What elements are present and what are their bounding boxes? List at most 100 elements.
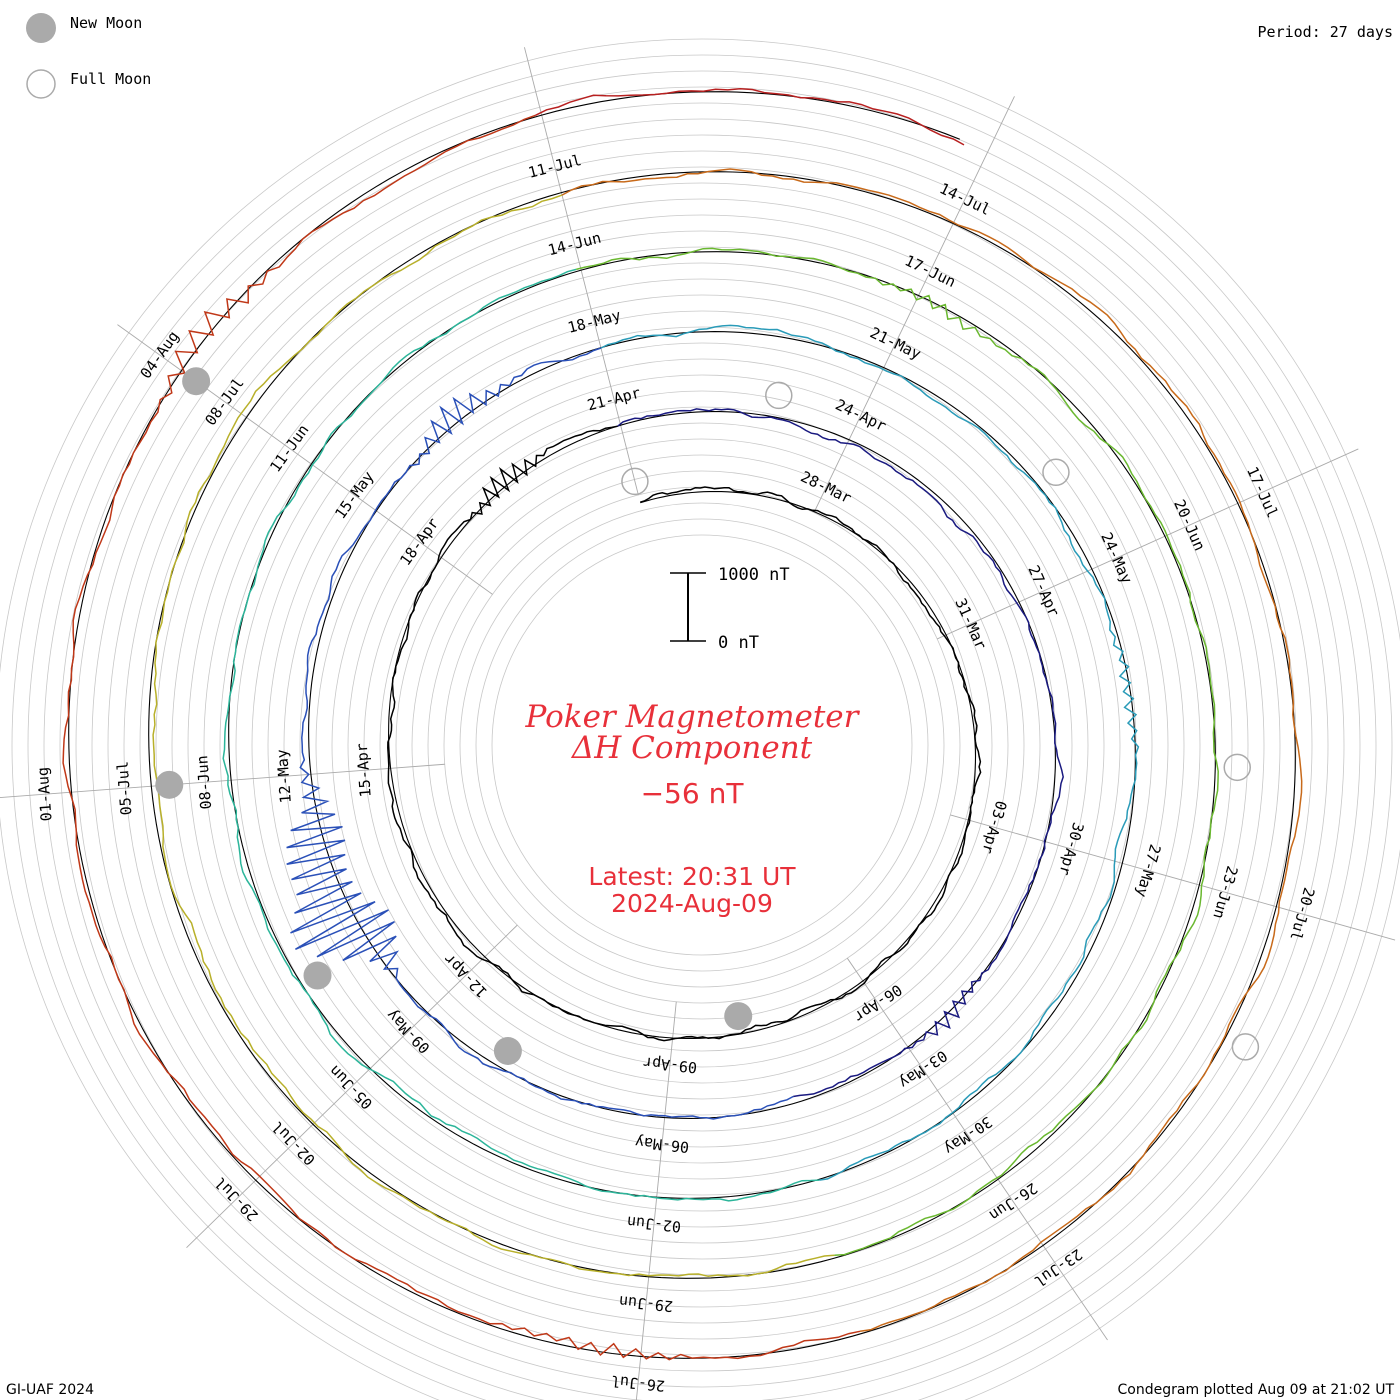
latest-time: Latest: 20:31 UT [588,862,796,891]
new-moon-marker [724,1002,753,1031]
new-moon-legend-icon [26,13,56,43]
date-label: 12-Apr [440,950,491,1001]
date-label: 30-May [941,1113,996,1158]
day-spoke [936,448,1359,640]
full-moon-marker [1223,753,1251,782]
full-moon-legend-label: Full Moon [70,70,151,88]
grid-ring [363,406,1041,1084]
grid-ring [0,38,1400,1400]
day-spoke [0,763,445,798]
date-label: 20-Jun [1170,497,1209,554]
trace-segment [600,324,1140,1181]
date-label: 20-Jul [1286,885,1318,942]
grid-ring [251,294,1153,1196]
day-spoke [523,47,639,496]
date-label: 11-Jul [526,151,583,182]
grid-ring [43,86,1361,1400]
grid-ring [411,454,993,1036]
baseline-spiral [68,91,1296,1359]
footer-credit: GI-UAF 2024 [6,1382,94,1398]
date-label: 23-Jul [1031,1245,1086,1290]
date-label: 03-Apr [978,799,1010,856]
date-label: 05-Jul [113,761,135,816]
grid-ring [475,518,929,972]
date-label: 09-Apr [642,1053,698,1076]
grid-ring [155,198,1249,1292]
grid-ring [203,246,1201,1244]
grid-ring [27,70,1377,1400]
new-moon-marker [155,770,184,799]
full-moon-marker [621,467,649,496]
date-label: 26-Jul [610,1372,666,1395]
grid-ring [283,326,1121,1164]
day-spoke [950,814,1396,941]
scale-bottom-label: 0 nT [718,633,759,653]
date-label: 21-May [867,323,924,363]
full-moon-marker [1042,458,1070,487]
trace-segment [561,168,1303,1333]
day-spoke [635,1001,677,1400]
date-label: 26-Jun [986,1179,1041,1224]
grid-ring [59,102,1345,1388]
moon-markers [155,367,1260,1065]
current-value: −56 nT [641,777,745,810]
day-spokes [0,47,1396,1400]
grid-ring [139,182,1265,1308]
date-label: 24-Apr [832,396,889,436]
grid-ring [379,422,1025,1068]
latest-date: 2024-Aug-09 [611,889,773,918]
trace-segment [617,408,1064,1098]
date-label: 29-Jun [618,1292,674,1315]
date-label: 21-Apr [585,384,642,415]
date-label: 01-Aug [34,766,56,821]
full-moon-legend-icon [26,69,56,99]
spiral-baseline [68,91,1296,1359]
grid-ring [75,118,1329,1372]
trace-segment [62,114,861,1361]
grid-ring [331,374,1073,1116]
new-moon-legend-label: New Moon [70,14,142,32]
trace-segment [387,425,777,1042]
date-label: 15-Apr [353,743,375,798]
date-label: 12-May [273,749,295,804]
date-label: 31-Mar [951,595,990,652]
date-label: 06-May [634,1133,690,1156]
full-moon-marker [765,381,793,410]
grid-ring [11,54,1393,1400]
trace-segment [535,87,965,146]
grid-ring [395,438,1009,1052]
grid-ring [299,342,1105,1148]
date-label: 27-May [1132,842,1164,899]
trace-segment [152,194,835,1278]
trace-segment [639,486,982,1023]
scale-top-label: 1000 nT [718,565,790,585]
new-moon-marker [303,961,332,990]
new-moon-marker [182,367,211,396]
grid-ring [315,358,1089,1132]
period-label: Period: 27 days [1258,23,1393,41]
day-spoke [186,924,518,1248]
grid-ring [91,134,1313,1356]
trace-segment [576,247,1219,1257]
date-label: 14-Jun [546,229,603,260]
date-label: 18-Apr [396,514,442,569]
chart-title: Poker Magnetometer [525,699,861,735]
grid-ring [491,534,913,956]
date-label: 11-Jun [266,421,312,476]
date-label: 28-Mar [798,468,855,508]
date-label: 14-Jul [937,179,994,219]
date-label: 02-Jun [626,1212,682,1235]
day-spoke [117,324,493,595]
date-label: 24-May [1097,530,1136,587]
grid-ring [235,278,1169,1212]
date-label: 08-Jun [193,755,215,810]
trace-segment [222,268,820,1202]
footer-plot-time: Condegram plotted Aug 09 at 21:02 UT [1118,1382,1395,1398]
grid-ring [123,166,1281,1324]
date-label: 27-Apr [1024,563,1063,620]
date-label: 18-May [566,306,623,337]
day-spoke [813,96,1015,513]
grid-ring [187,230,1217,1260]
